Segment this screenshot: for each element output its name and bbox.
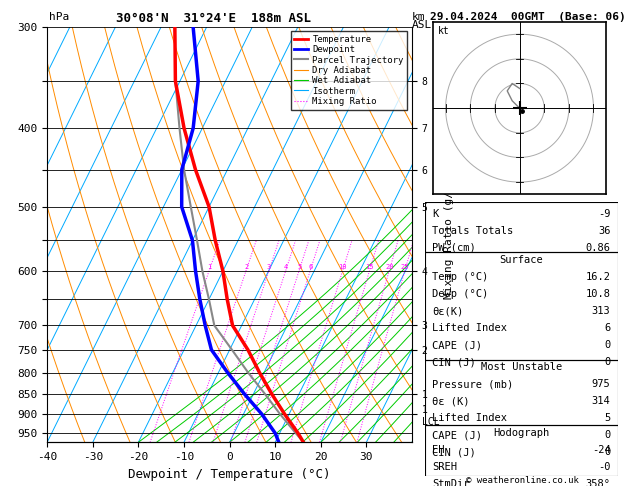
Text: 2: 2: [244, 264, 248, 270]
Text: 314: 314: [592, 397, 611, 406]
Text: ASL: ASL: [412, 20, 432, 31]
Text: CIN (J): CIN (J): [432, 448, 476, 457]
Text: 10.8: 10.8: [586, 289, 611, 299]
Text: 4: 4: [284, 264, 288, 270]
Text: Hodograph: Hodograph: [493, 428, 550, 438]
Text: 0: 0: [604, 340, 611, 350]
Text: -9: -9: [598, 208, 611, 219]
Y-axis label: Mixing Ratio (g/kg): Mixing Ratio (g/kg): [443, 171, 454, 298]
Text: CAPE (J): CAPE (J): [432, 431, 482, 440]
Text: 313: 313: [592, 306, 611, 316]
Text: kt: kt: [438, 26, 450, 36]
Text: 10: 10: [338, 264, 347, 270]
Text: 6: 6: [308, 264, 313, 270]
Text: Totals Totals: Totals Totals: [432, 226, 513, 236]
Text: hPa: hPa: [49, 12, 69, 22]
Text: km: km: [412, 12, 425, 22]
Text: 5: 5: [297, 264, 301, 270]
Text: 0.86: 0.86: [586, 243, 611, 253]
Text: PW (cm): PW (cm): [432, 243, 476, 253]
Text: © weatheronline.co.uk: © weatheronline.co.uk: [465, 475, 579, 485]
Text: Lifted Index: Lifted Index: [432, 414, 508, 423]
Text: 30°08'N  31°24'E  188m ASL: 30°08'N 31°24'E 188m ASL: [116, 12, 311, 25]
Legend: Temperature, Dewpoint, Parcel Trajectory, Dry Adiabat, Wet Adiabat, Isotherm, Mi: Temperature, Dewpoint, Parcel Trajectory…: [291, 31, 408, 109]
Text: StmDir: StmDir: [432, 479, 470, 486]
Text: θε(K): θε(K): [432, 306, 464, 316]
Text: -0: -0: [598, 462, 611, 472]
Text: CAPE (J): CAPE (J): [432, 340, 482, 350]
Text: 975: 975: [592, 380, 611, 389]
Text: 29.04.2024  00GMT  (Base: 06): 29.04.2024 00GMT (Base: 06): [430, 12, 626, 22]
Text: EH: EH: [432, 445, 445, 455]
Text: 0: 0: [604, 431, 611, 440]
Text: 16.2: 16.2: [586, 272, 611, 282]
Text: Pressure (mb): Pressure (mb): [432, 380, 513, 389]
X-axis label: Dewpoint / Temperature (°C): Dewpoint / Temperature (°C): [128, 468, 331, 481]
Text: Most Unstable: Most Unstable: [481, 363, 562, 372]
Text: Temp (°C): Temp (°C): [432, 272, 489, 282]
Text: 1: 1: [207, 264, 211, 270]
Text: CIN (J): CIN (J): [432, 357, 476, 367]
Text: 358°: 358°: [586, 479, 611, 486]
Text: 25: 25: [401, 264, 409, 270]
Text: θε (K): θε (K): [432, 397, 470, 406]
Text: 0: 0: [604, 448, 611, 457]
Text: 6: 6: [604, 323, 611, 333]
Text: Lifted Index: Lifted Index: [432, 323, 508, 333]
Text: 36: 36: [598, 226, 611, 236]
Text: 15: 15: [365, 264, 374, 270]
Text: Dewp (°C): Dewp (°C): [432, 289, 489, 299]
Text: 0: 0: [604, 357, 611, 367]
Text: K: K: [432, 208, 438, 219]
Text: SREH: SREH: [432, 462, 457, 472]
Text: -24: -24: [592, 445, 611, 455]
Text: 3: 3: [267, 264, 271, 270]
Text: 20: 20: [385, 264, 394, 270]
Text: 5: 5: [604, 414, 611, 423]
Text: Surface: Surface: [499, 255, 543, 265]
